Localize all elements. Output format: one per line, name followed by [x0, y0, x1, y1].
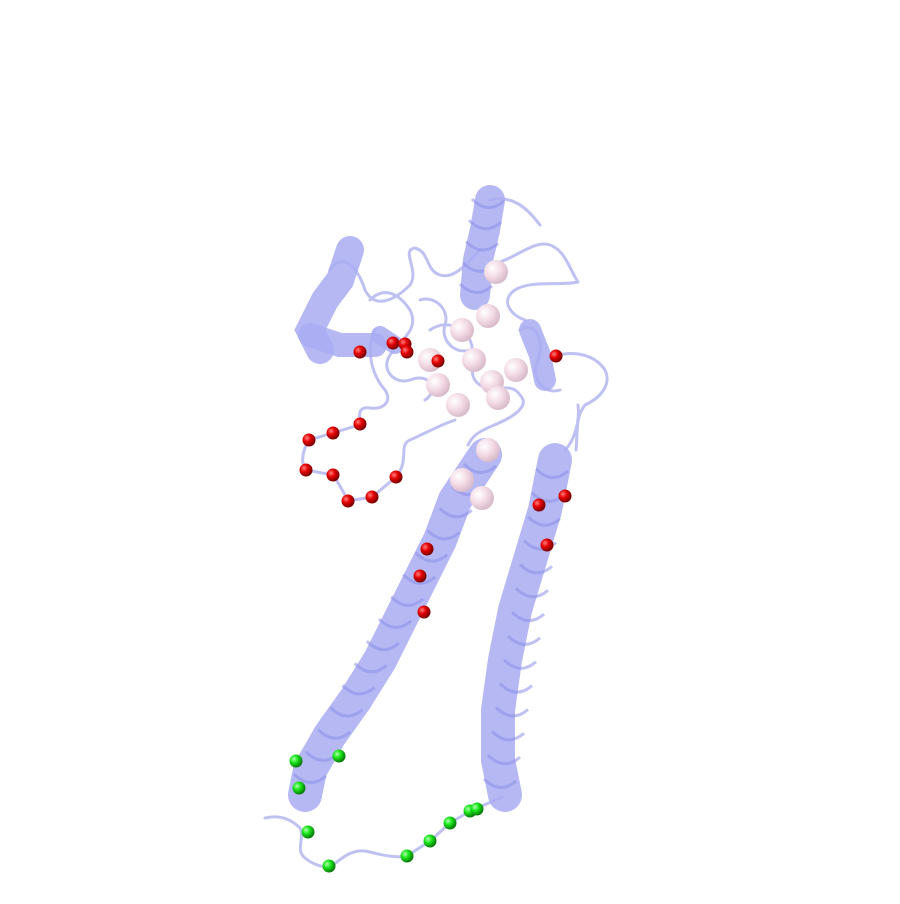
red-sphere [365, 490, 379, 504]
helix-turn [426, 529, 461, 541]
helix-turn [458, 282, 493, 294]
helix-turn [377, 617, 412, 629]
coil-mid-right [563, 403, 580, 452]
alpha-helices [288, 185, 572, 812]
pink-sphere [426, 373, 450, 397]
red-sphere [558, 489, 572, 503]
coil-right [553, 352, 609, 452]
helix-turn [438, 507, 473, 519]
red-sphere [549, 349, 563, 363]
red-sphere [386, 336, 400, 350]
red-sphere [389, 470, 403, 484]
green-sphere [400, 849, 414, 863]
green-sphere [443, 816, 457, 830]
red-sphere [400, 345, 414, 359]
red-sphere [326, 468, 340, 482]
helix-turn [462, 462, 497, 474]
coil-top-left [328, 246, 482, 303]
helix-turn [510, 610, 545, 623]
red-sphere [302, 433, 316, 447]
red-sphere [540, 538, 554, 552]
helix-turn [470, 197, 505, 209]
pink-atom-spheres [418, 260, 528, 510]
helix-top-center [460, 185, 505, 310]
red-sphere [420, 542, 434, 556]
helix-turn [534, 467, 569, 479]
pink-sphere [470, 486, 494, 510]
red-sphere [431, 354, 445, 368]
pink-sphere [476, 304, 500, 328]
helix-turn [365, 640, 400, 652]
green-sphere [423, 834, 437, 848]
coil-upper-left [368, 291, 434, 402]
pink-sphere [486, 386, 510, 410]
pink-sphere [450, 318, 474, 342]
red-atom-spheres [299, 336, 572, 619]
helix-turn [494, 706, 529, 718]
helix-turn [414, 551, 449, 563]
green-atom-spheres [289, 749, 484, 873]
helix-turn [518, 563, 553, 575]
strand-right [519, 319, 556, 391]
helix-turn [292, 772, 327, 784]
helix-turn [486, 754, 521, 766]
pink-sphere [504, 358, 528, 382]
green-sphere [322, 859, 336, 873]
red-sphere [341, 494, 355, 508]
pink-sphere [462, 348, 486, 372]
helix-left-long [288, 438, 502, 812]
red-sphere [532, 498, 546, 512]
pink-sphere [484, 260, 508, 284]
helix-turn [464, 240, 499, 252]
pink-sphere [450, 468, 474, 492]
helix-turn [502, 658, 537, 670]
helix-turn [341, 684, 376, 696]
red-sphere [326, 426, 340, 440]
helix-turn [402, 573, 437, 585]
red-sphere [417, 605, 431, 619]
coil-left-lobe [358, 328, 390, 426]
red-sphere [353, 345, 367, 359]
green-sphere [289, 754, 303, 768]
green-sphere [470, 802, 484, 816]
helix-turn [329, 706, 364, 718]
green-sphere [292, 781, 306, 795]
green-sphere [301, 825, 315, 839]
pink-sphere [476, 438, 500, 462]
red-sphere [299, 463, 313, 477]
coil-red-loop [301, 418, 457, 503]
helix-upper-left-2 [298, 323, 387, 357]
helix-turn [514, 587, 549, 599]
helix-turn [506, 634, 541, 646]
pink-sphere [446, 393, 470, 417]
red-sphere [413, 569, 427, 583]
helix-turn [482, 777, 517, 789]
helix-turn [526, 515, 561, 527]
coil-top-right [498, 242, 580, 322]
helix-turn [353, 662, 388, 674]
helix-turn [467, 219, 502, 231]
helix-turn [498, 682, 533, 694]
green-sphere [332, 749, 346, 763]
helix-right-long [481, 443, 572, 812]
helix-turn [317, 728, 352, 740]
helix-turn [390, 595, 425, 607]
red-sphere [353, 417, 367, 431]
helix-turn [490, 730, 525, 742]
